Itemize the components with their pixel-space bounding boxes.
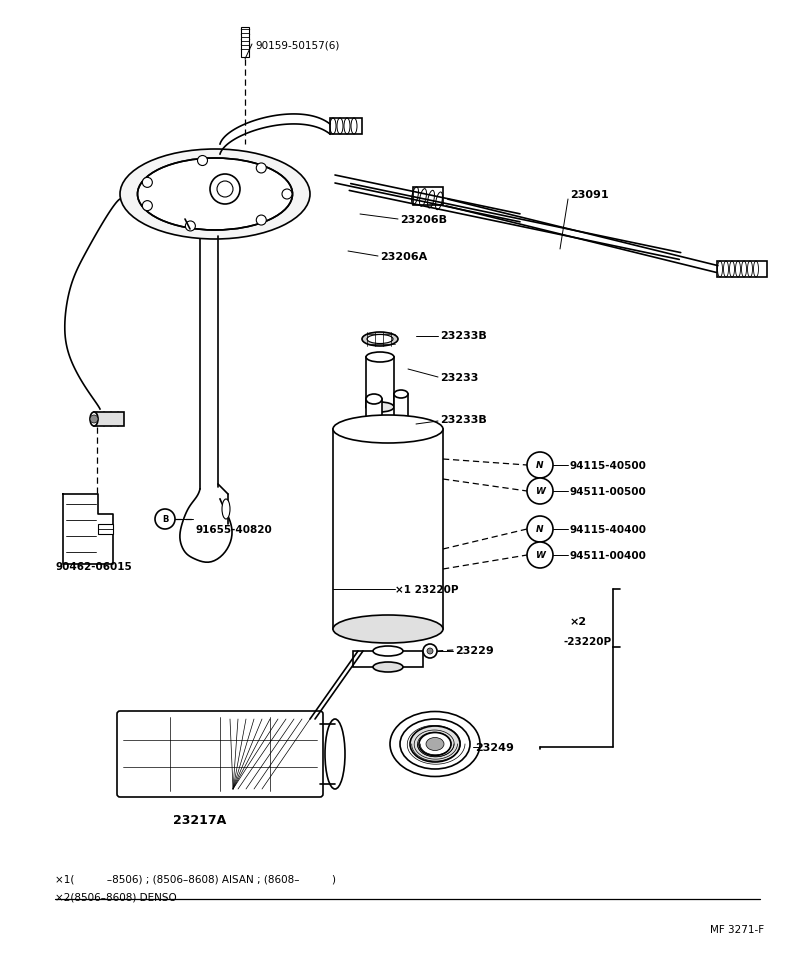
Text: 23206A: 23206A — [380, 252, 427, 262]
Bar — [366, 358, 394, 407]
Circle shape — [527, 452, 553, 479]
Text: 91655-40820: 91655-40820 — [195, 525, 272, 534]
Text: 23206B: 23206B — [400, 215, 447, 225]
Circle shape — [527, 542, 553, 569]
Bar — [366, 400, 382, 430]
Ellipse shape — [373, 647, 403, 657]
Circle shape — [198, 156, 207, 166]
Ellipse shape — [364, 424, 384, 436]
Text: 94511-00400: 94511-00400 — [570, 550, 647, 561]
Circle shape — [142, 178, 152, 189]
Ellipse shape — [222, 499, 230, 520]
Ellipse shape — [426, 738, 444, 750]
Circle shape — [427, 649, 433, 655]
Text: ×2(8506–8608) DENSO: ×2(8506–8608) DENSO — [55, 891, 177, 901]
Text: 94115-40400: 94115-40400 — [570, 525, 647, 534]
Text: 94115-40500: 94115-40500 — [570, 460, 647, 471]
Ellipse shape — [333, 616, 443, 643]
Bar — [94, 412, 124, 427]
Ellipse shape — [138, 159, 293, 231]
Circle shape — [423, 645, 437, 658]
Bar — [413, 188, 443, 205]
Bar — [330, 119, 362, 135]
Text: N: N — [536, 461, 544, 470]
Text: 23233B: 23233B — [440, 330, 486, 341]
Bar — [394, 395, 408, 430]
Circle shape — [527, 479, 553, 504]
Ellipse shape — [410, 726, 460, 762]
Text: 23091: 23091 — [570, 190, 609, 199]
Ellipse shape — [394, 391, 408, 399]
Circle shape — [142, 201, 152, 211]
Text: 94511-00500: 94511-00500 — [570, 487, 646, 496]
Text: 23217A: 23217A — [174, 813, 226, 826]
Text: -23220P: -23220P — [563, 636, 611, 647]
Ellipse shape — [366, 395, 382, 404]
Text: ×2: ×2 — [570, 616, 587, 626]
Bar — [241, 28, 249, 58]
Text: W: W — [535, 551, 545, 560]
Ellipse shape — [362, 420, 398, 435]
Text: N: N — [536, 525, 544, 534]
Circle shape — [527, 517, 553, 542]
Bar — [98, 525, 113, 534]
Ellipse shape — [367, 423, 393, 432]
Ellipse shape — [333, 415, 443, 444]
FancyBboxPatch shape — [117, 711, 323, 797]
Text: 23233: 23233 — [440, 372, 478, 383]
Ellipse shape — [366, 403, 394, 412]
Ellipse shape — [362, 332, 398, 347]
Text: 23229: 23229 — [455, 646, 494, 656]
Text: W: W — [535, 487, 545, 496]
Text: ×1(          –8506) ; (8506–8608) AISAN ; (8608–          ): ×1( –8506) ; (8506–8608) AISAN ; (8608– … — [55, 874, 336, 884]
Circle shape — [155, 509, 175, 530]
Text: 23233B: 23233B — [440, 414, 486, 425]
Circle shape — [186, 222, 195, 232]
Text: 23249: 23249 — [475, 743, 514, 752]
Ellipse shape — [400, 719, 470, 769]
Ellipse shape — [120, 149, 310, 239]
Ellipse shape — [90, 412, 98, 427]
Circle shape — [90, 415, 98, 424]
Text: ×1 23220P: ×1 23220P — [395, 584, 458, 594]
Ellipse shape — [367, 335, 393, 344]
Ellipse shape — [325, 719, 345, 789]
Ellipse shape — [373, 662, 403, 672]
Circle shape — [256, 216, 266, 226]
Text: 90159-50157(6): 90159-50157(6) — [255, 40, 339, 50]
Circle shape — [210, 175, 240, 205]
Ellipse shape — [419, 733, 451, 756]
Bar — [717, 262, 767, 277]
Ellipse shape — [366, 353, 394, 362]
Circle shape — [256, 164, 266, 174]
Ellipse shape — [390, 712, 480, 777]
Bar — [333, 430, 443, 629]
Circle shape — [282, 190, 292, 199]
Bar — [353, 652, 423, 667]
Text: B: B — [162, 515, 168, 524]
Text: MF 3271-F: MF 3271-F — [710, 924, 764, 934]
Ellipse shape — [392, 425, 410, 435]
Text: 90462-06015: 90462-06015 — [55, 562, 132, 572]
